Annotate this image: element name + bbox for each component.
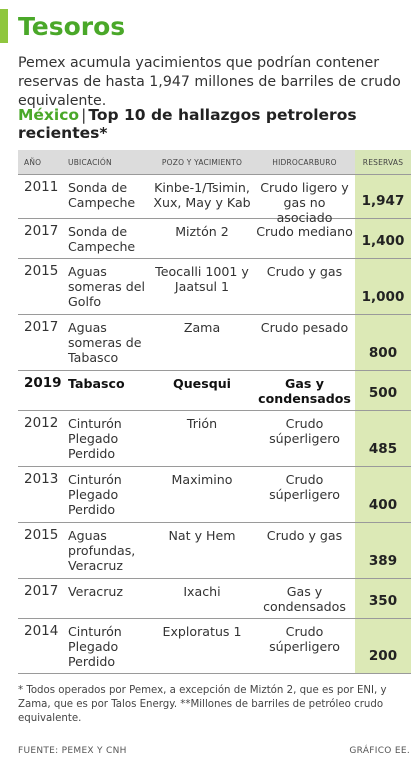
cell-location: Aguas someras del Golfo <box>68 264 145 309</box>
cell-reserves: 389 <box>355 523 411 578</box>
table-row: 2019 Tabasco Quesqui Gas y condensados 500 <box>18 370 411 410</box>
cell-well: Nat y Hem <box>168 528 236 543</box>
cell-location: Tabasco <box>68 376 125 391</box>
cell-location: Veracruz <box>68 584 123 599</box>
header-reserves: RESERVAS <box>355 150 411 174</box>
table-subtitle: México | Top 10 de hallazgos petroleros re… <box>18 106 410 142</box>
cell-reserves: 1,000 <box>355 259 411 314</box>
cell-well: Trión <box>186 416 218 431</box>
title-accent-bar <box>0 9 8 43</box>
cell-year: 2019 <box>24 375 62 391</box>
cell-year: 2013 <box>24 471 59 487</box>
cell-hydrocarbon: Crudo súperligero <box>269 416 340 446</box>
cell-year: 2017 <box>24 319 59 335</box>
subtitle-country: México <box>18 106 80 124</box>
header-well: POZO Y YACIMIENTO <box>161 157 243 167</box>
cell-well: Miztón 2 <box>175 224 229 239</box>
cell-well: Kinbe-1/Tsimin, Xux, May y Kab <box>153 180 251 210</box>
footnote: * Todos operados por Pemex, a excepción … <box>18 685 387 724</box>
cell-hydrocarbon: Crudo mediano <box>256 224 353 239</box>
cell-year: 2017 <box>24 223 59 239</box>
cell-reserves: 485 <box>355 411 411 466</box>
table-row: 2015 Aguas profundas, Veracruz Nat y Hem Cr… <box>18 522 411 578</box>
cell-hydrocarbon: Crudo y gas <box>266 264 343 279</box>
subtitle-separator: | <box>81 106 87 124</box>
table-body: 2011 Sonda de Campeche Kinbe-1/Tsimin, Xux… <box>18 174 411 674</box>
cell-location: Cinturón Plegado Perdido <box>68 624 122 669</box>
cell-location: Cinturón Plegado Perdido <box>68 416 122 461</box>
cell-location: Sonda de Campeche <box>68 180 136 210</box>
cell-hydrocarbon: Gas y condensados <box>258 376 351 406</box>
source-text: FUENTE: PEMEX Y CNH <box>18 746 127 756</box>
header-year: AÑO <box>24 157 42 167</box>
cell-reserves: 1,947 <box>355 175 411 218</box>
cell-year: 2015 <box>24 527 59 543</box>
credit-text: GRÁFICO EE. <box>349 746 410 756</box>
cell-location: Aguas profundas, Veracruz <box>68 528 136 573</box>
cell-hydrocarbon: Crudo ligero y gas no asociado <box>260 180 349 225</box>
header-location: UBICACIÓN <box>68 157 112 167</box>
cell-location: Cinturón Plegado Perdido <box>68 472 122 517</box>
cell-well: Maximino <box>171 472 233 487</box>
cell-reserves: 1,400 <box>355 219 411 258</box>
title-row: Tesoros <box>0 8 125 44</box>
cell-year: 2017 <box>24 583 59 599</box>
intro-text: Pemex acumula yacimientos que podrían co… <box>18 55 401 109</box>
cell-reserves: 500 <box>355 371 411 410</box>
cell-reserves: 800 <box>355 315 411 370</box>
cell-reserves: 400 <box>355 467 411 522</box>
cell-hydrocarbon: Gas y condensados <box>263 584 346 614</box>
table-row: 2012 Cinturón Plegado Perdido Trión Crudo s… <box>18 410 411 466</box>
table-row: 2014 Cinturón Plegado Perdido Exploratus 1… <box>18 618 411 674</box>
cell-well: Zama <box>183 320 221 335</box>
page-title: Tesoros <box>18 11 126 41</box>
header-hydrocarbon: HIDROCARBURO <box>272 157 337 167</box>
cell-location: Sonda de Campeche <box>68 224 136 254</box>
footer: FUENTE: PEMEX Y CNH GRÁFICO EE. <box>18 746 410 756</box>
table-row: 2011 Sonda de Campeche Kinbe-1/Tsimin, Xux… <box>18 174 411 225</box>
cell-location: Aguas someras de Tabasco <box>68 320 142 365</box>
cell-year: 2012 <box>24 415 59 431</box>
cell-hydrocarbon: Crudo súperligero <box>269 624 340 654</box>
cell-well: Ixachi <box>183 584 221 599</box>
table-row: 2013 Cinturón Plegado Perdido Maximino Crud… <box>18 466 411 522</box>
cell-year: 2015 <box>24 263 59 279</box>
cell-well: Teocalli 1001 y Jaatsul 1 <box>155 264 249 294</box>
cell-well: Quesqui <box>172 376 231 391</box>
cell-hydrocarbon: Crudo y gas <box>266 528 343 543</box>
table-row: 2017 Veracruz Ixachi Gas y condensados 350 <box>18 578 411 618</box>
cell-well: Exploratus 1 <box>162 624 242 639</box>
cell-year: 2011 <box>24 179 59 195</box>
cell-hydrocarbon: Crudo pesado <box>260 320 349 335</box>
cell-reserves: 200 <box>355 619 411 673</box>
cell-hydrocarbon: Crudo súperligero <box>269 472 340 502</box>
discoveries-table: AÑO UBICACIÓN POZO Y YACIMIENTO HIDROCAR… <box>18 150 411 674</box>
table-row: 2017 Aguas someras de Tabasco Zama Crudo pe… <box>18 314 411 370</box>
subtitle-text: Top 10 de hallazgos petroleros recientes… <box>18 106 357 142</box>
cell-reserves: 350 <box>355 579 411 618</box>
table-row: 2017 Sonda de Campeche Miztón 2 Crudo media… <box>18 218 411 258</box>
table-header: AÑO UBICACIÓN POZO Y YACIMIENTO HIDROCAR… <box>18 150 411 174</box>
cell-year: 2014 <box>24 623 59 639</box>
table-row: 2015 Aguas someras del Golfo Teocalli 1001… <box>18 258 411 314</box>
